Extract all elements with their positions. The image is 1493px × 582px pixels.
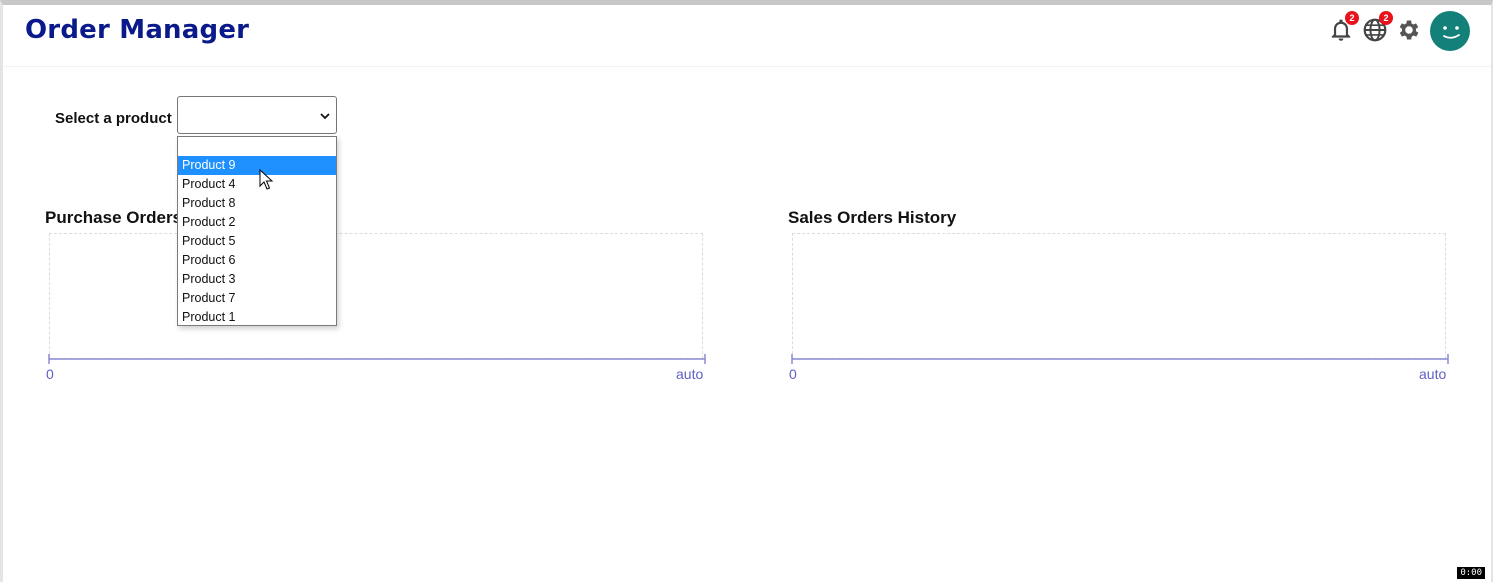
product-select-label: Select a product <box>55 110 172 127</box>
settings-button[interactable] <box>1396 17 1422 43</box>
dropdown-option[interactable]: Product 5 <box>182 234 236 248</box>
product-dropdown-list: Product 9 Product 4 Product 8 Product 2 … <box>177 136 337 326</box>
purchase-axis-max-label: auto <box>676 366 704 382</box>
dropdown-option[interactable]: Product 7 <box>182 291 236 305</box>
purchase-orders-axis <box>48 354 706 364</box>
chevron-down-icon <box>320 113 330 120</box>
dropdown-option[interactable]: Product 6 <box>182 253 236 267</box>
mouse-cursor-icon <box>259 169 273 190</box>
purchase-orders-chart <box>49 233 703 359</box>
app-title: Order Manager <box>25 15 250 45</box>
globe-icon <box>1362 17 1388 43</box>
sales-orders-axis <box>791 354 1449 364</box>
sales-orders-chart <box>792 233 1446 359</box>
notifications-badge: 2 <box>1345 11 1359 25</box>
product-select[interactable] <box>177 96 337 134</box>
notifications-button[interactable]: 2 <box>1328 11 1359 43</box>
sales-orders-title: Sales Orders History <box>788 208 957 227</box>
dropdown-option[interactable]: Product 1 <box>182 310 236 324</box>
gear-icon <box>1396 17 1422 43</box>
dropdown-option[interactable]: Product 3 <box>182 272 236 286</box>
dropdown-option[interactable]: Product 9 <box>178 156 336 175</box>
dropdown-option[interactable]: Product 2 <box>182 215 236 229</box>
dropdown-option-empty[interactable] <box>178 137 336 156</box>
dropdown-option[interactable]: Product 8 <box>182 196 236 210</box>
purchase-axis-min-label: 0 <box>46 366 54 382</box>
sales-axis-max-label: auto <box>1419 366 1447 382</box>
language-badge: 2 <box>1379 11 1393 25</box>
language-button[interactable]: 2 <box>1362 11 1393 43</box>
user-avatar[interactable] <box>1430 11 1470 51</box>
recording-timer: 0:00 <box>1457 567 1485 579</box>
dropdown-option[interactable]: Product 4 <box>182 177 236 191</box>
bell-icon <box>1328 17 1354 43</box>
sales-axis-min-label: 0 <box>789 366 797 382</box>
purchase-orders-title: Purchase Orders <box>45 208 183 227</box>
top-bar: Order Manager 2 2 <box>3 5 1491 67</box>
